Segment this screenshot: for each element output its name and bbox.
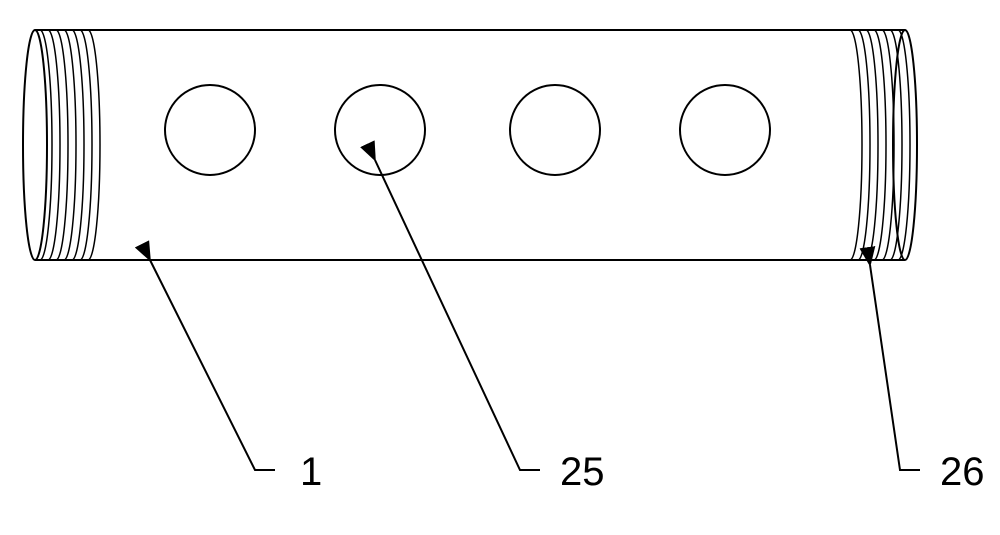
tube-body: [23, 30, 917, 260]
callout-label-1: 1: [300, 450, 322, 494]
hole: [335, 85, 425, 175]
technical-diagram: 1 25 26: [0, 0, 1000, 535]
hole: [165, 85, 255, 175]
callout-label-26: 26: [940, 450, 985, 494]
callout-leader-1: [150, 260, 275, 470]
hole: [510, 85, 600, 175]
callout-leader-25: [375, 160, 540, 470]
callout-leader-26: [870, 265, 920, 470]
callout-label-25: 25: [560, 450, 605, 494]
hole: [680, 85, 770, 175]
holes: [165, 85, 770, 175]
